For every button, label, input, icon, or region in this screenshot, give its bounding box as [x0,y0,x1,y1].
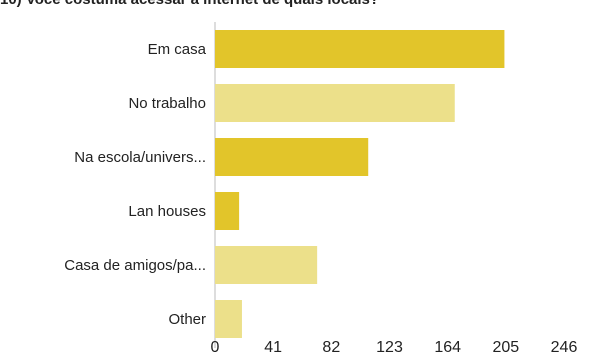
chart-title: 10) Você costuma acessar a internet de q… [0,0,595,9]
category-label-4: Lan houses [128,203,206,220]
x-tick-label-3: 82 [322,339,340,356]
bar-2 [215,84,455,122]
x-tick-label-1: 0 [211,339,220,356]
x-tick-label-5: 164 [434,339,461,356]
bar-1 [215,30,505,68]
category-label-6: Other [168,311,206,328]
bar-6 [215,300,242,338]
bar-3 [215,138,369,176]
category-label-1: Em casa [148,41,207,58]
category-label-5: Casa de amigos/pa... [64,257,206,274]
x-tick-label-2: 41 [264,339,282,356]
bar-5 [215,246,318,284]
category-label-2: No trabalho [128,95,206,112]
x-tick-label-7: 246 [551,339,578,356]
x-tick-label-6: 205 [492,339,519,356]
bar-4 [215,192,240,230]
category-label-3: Na escola/univers... [74,149,206,166]
x-tick-label-4: 123 [376,339,403,356]
